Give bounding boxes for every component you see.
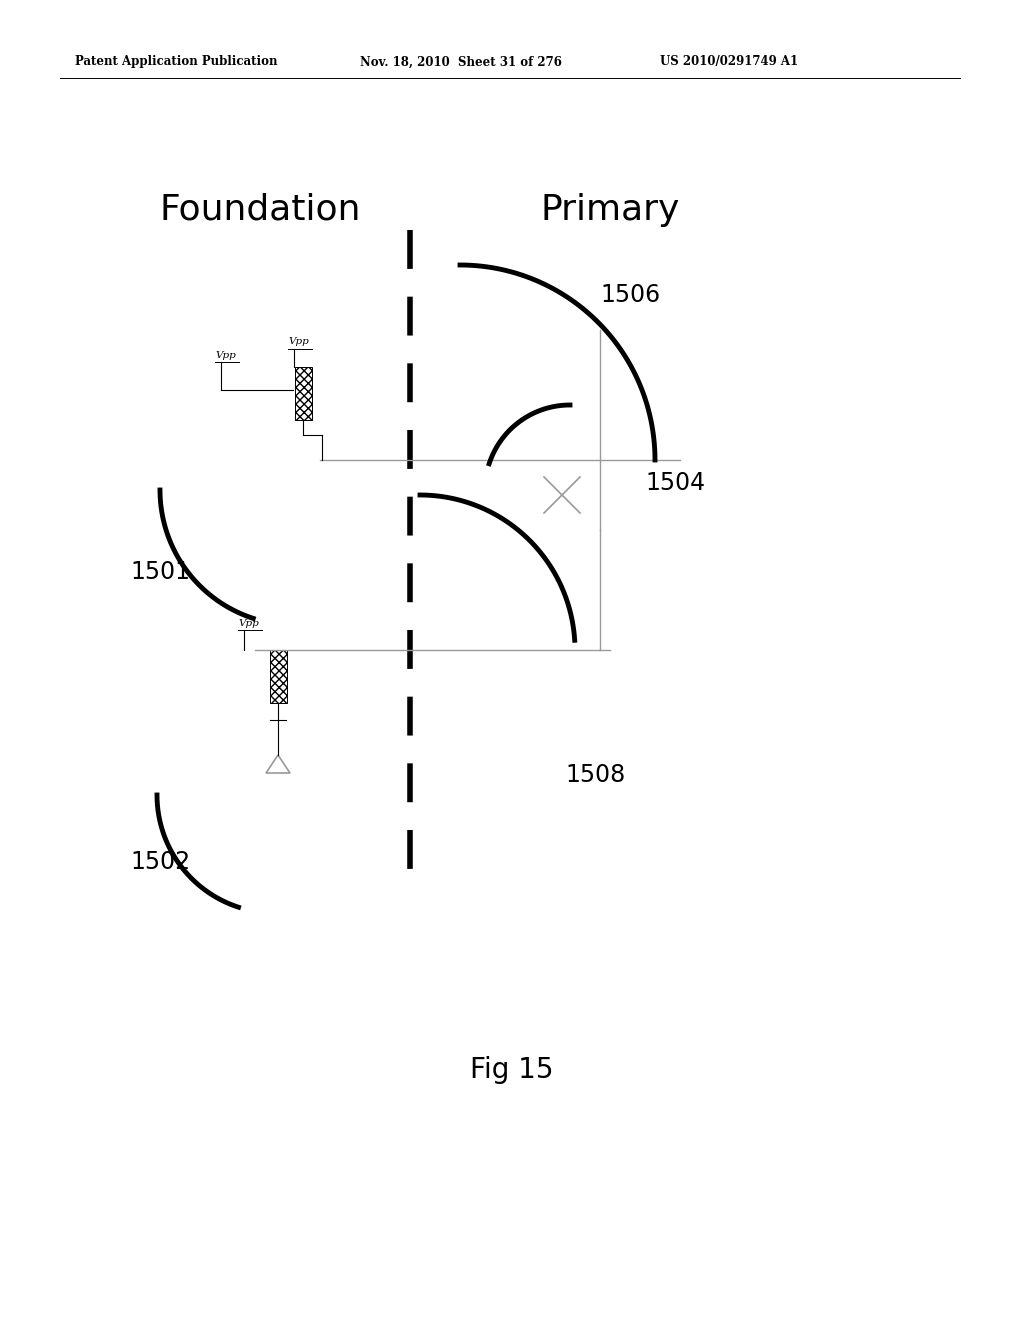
Text: 1504: 1504 (645, 471, 706, 495)
Text: Vpp: Vpp (288, 338, 309, 346)
Text: Vpp: Vpp (238, 619, 259, 627)
Text: 1508: 1508 (565, 763, 626, 787)
Text: 1502: 1502 (130, 850, 190, 874)
Text: Fig 15: Fig 15 (470, 1056, 554, 1084)
Text: Primary: Primary (541, 193, 680, 227)
Text: 1501: 1501 (130, 560, 190, 583)
Text: Patent Application Publication: Patent Application Publication (75, 55, 278, 69)
Text: 1506: 1506 (600, 282, 660, 308)
Text: Foundation: Foundation (160, 193, 360, 227)
Text: US 2010/0291749 A1: US 2010/0291749 A1 (660, 55, 798, 69)
Bar (295, 367, 312, 420)
Text: Nov. 18, 2010  Sheet 31 of 276: Nov. 18, 2010 Sheet 31 of 276 (360, 55, 562, 69)
Text: Vpp: Vpp (215, 351, 236, 359)
Bar (270, 649, 287, 704)
